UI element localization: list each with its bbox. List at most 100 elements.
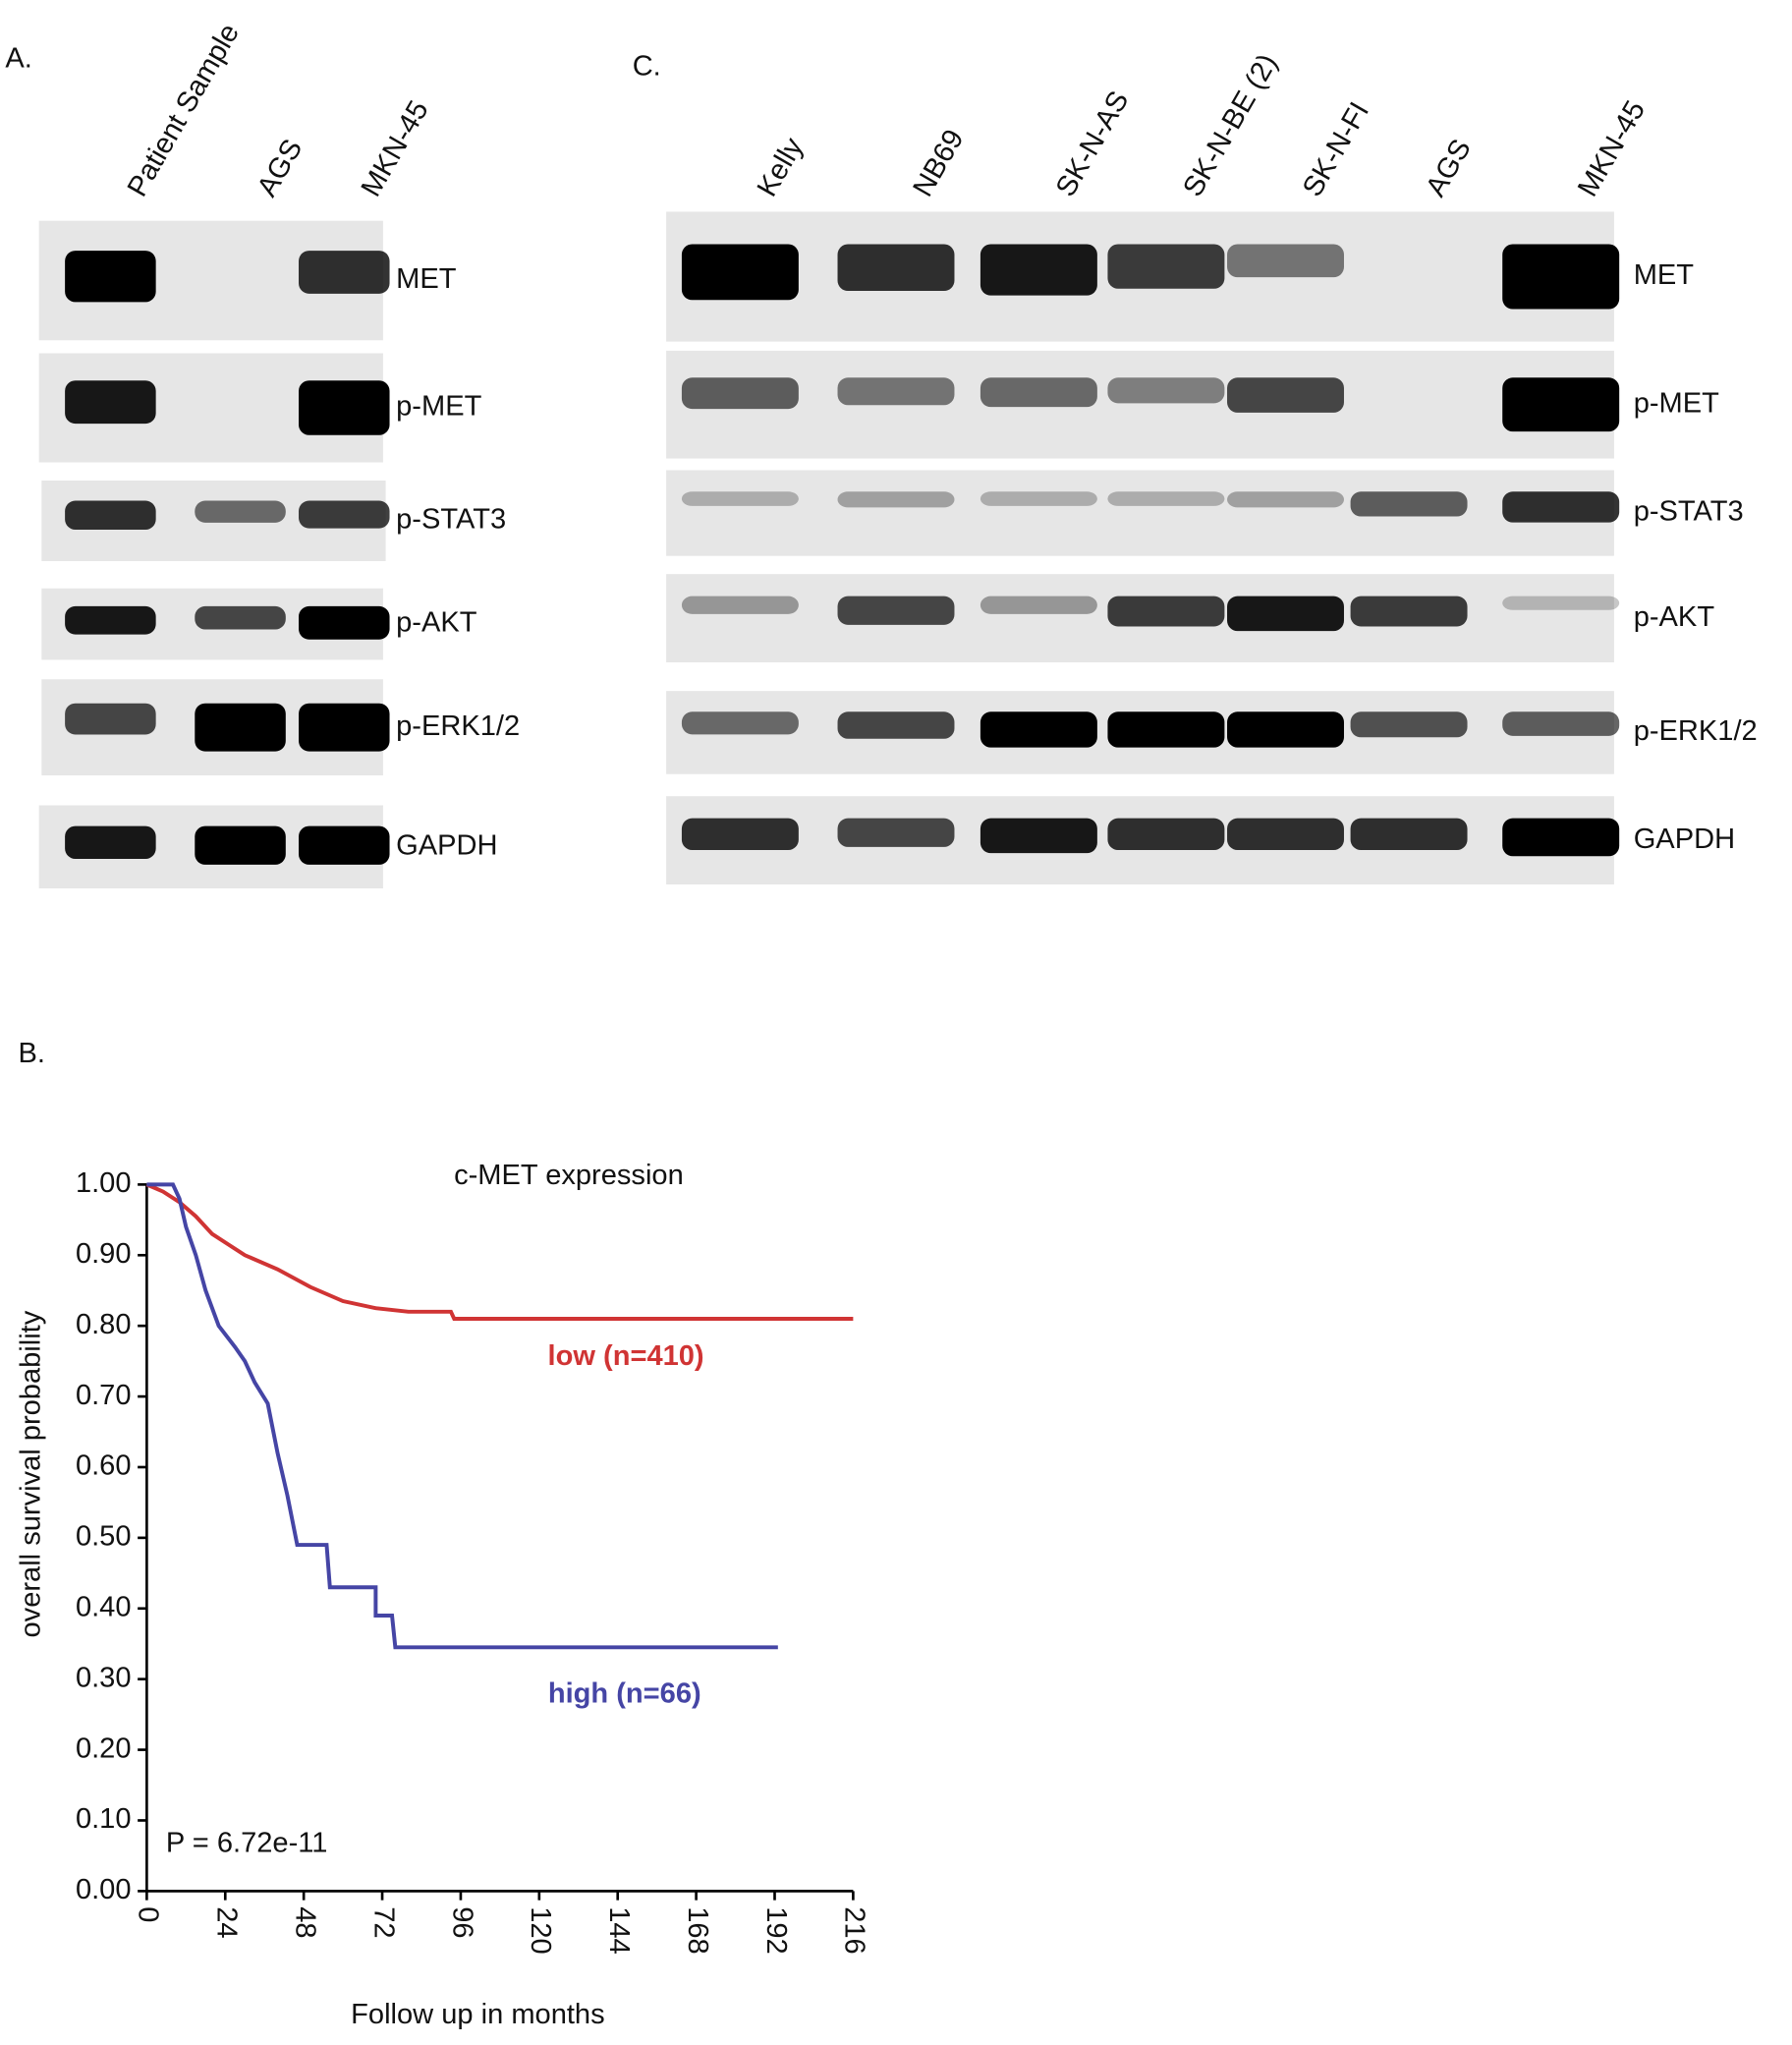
blot-band <box>299 825 390 865</box>
blot-band <box>299 605 390 640</box>
row-label: GAPDH <box>1634 824 1735 855</box>
blot-band <box>299 380 390 435</box>
blot-band <box>837 818 955 847</box>
blot-band <box>1350 818 1468 851</box>
blot-band <box>837 711 955 739</box>
lane-label: Patient Sample <box>122 19 246 202</box>
blot-band <box>1227 377 1344 413</box>
blot-band <box>1350 491 1468 517</box>
x-tick-label: 24 <box>211 1906 243 1938</box>
blot-band <box>299 500 390 529</box>
row-label: p-STAT3 <box>1634 496 1744 528</box>
blot-band <box>195 605 286 630</box>
y-tick-label: 0.30 <box>76 1662 132 1693</box>
blot-band <box>980 244 1097 296</box>
p-value: P = 6.72e-11 <box>166 1827 328 1858</box>
chart-title: c-MET expression <box>454 1160 684 1191</box>
blot-band <box>681 818 799 851</box>
blot-band <box>195 703 286 752</box>
blot-band <box>1502 244 1620 310</box>
blot-band <box>837 596 955 625</box>
blot-band <box>1502 491 1620 523</box>
survival-curve <box>146 1182 778 1650</box>
blot-band <box>1107 491 1225 506</box>
y-tick-label: 0.90 <box>76 1238 132 1270</box>
row-label: GAPDH <box>396 829 497 861</box>
blot-band <box>980 818 1097 854</box>
y-tick-label: 0.10 <box>76 1803 132 1835</box>
blot-band <box>65 380 156 425</box>
blot-band <box>1107 711 1225 748</box>
blot-band <box>1107 818 1225 851</box>
blot-band <box>299 251 390 294</box>
lane-label: AGS <box>1420 134 1477 201</box>
row-label: p-MET <box>396 391 481 423</box>
blot-band <box>681 711 799 735</box>
lane-label: SK-N-BE (2) <box>1177 49 1283 202</box>
panel-label: A. <box>5 42 31 74</box>
blot-band <box>681 491 799 506</box>
panel-label: B. <box>19 1038 45 1069</box>
x-tick-label: 120 <box>525 1906 556 1954</box>
blot-band <box>1107 244 1225 289</box>
blot-band <box>195 825 286 865</box>
blot-band <box>65 703 156 735</box>
x-tick-label: 216 <box>839 1906 870 1954</box>
blot-band <box>65 605 156 635</box>
row-label: p-ERK1/2 <box>1634 715 1758 747</box>
row-label: p-AKT <box>1634 601 1715 633</box>
lane-label: SK-N-AS <box>1050 85 1136 201</box>
series-label: high (n=66) <box>548 1677 701 1709</box>
x-tick-label: 144 <box>603 1906 635 1954</box>
blot-band <box>1502 711 1620 736</box>
panel-label: C. <box>633 50 661 82</box>
lane-label: Kelly <box>752 133 810 202</box>
blot-band <box>1227 596 1344 632</box>
x-tick-label: 96 <box>446 1906 477 1938</box>
blot-band <box>1350 711 1468 738</box>
blot-band <box>65 825 156 860</box>
blot-band <box>1227 711 1344 748</box>
y-tick-label: 0.80 <box>76 1309 132 1340</box>
blot-band <box>980 711 1097 748</box>
blot-band <box>1350 596 1468 627</box>
blot-band <box>980 596 1097 614</box>
blot-band <box>1502 596 1620 610</box>
blot-band <box>1227 818 1344 851</box>
row-label: p-ERK1/2 <box>396 710 520 742</box>
survival-curve <box>145 1182 854 1321</box>
blot-band <box>1107 596 1225 627</box>
lane-label: MKN-45 <box>356 95 435 201</box>
x-tick-label: 72 <box>367 1906 399 1938</box>
y-tick-label: 0.40 <box>76 1591 132 1622</box>
blot-strip <box>666 350 1614 459</box>
y-tick-label: 0.20 <box>76 1733 132 1764</box>
blot-band <box>1502 377 1620 432</box>
blot-band <box>681 244 799 301</box>
blot-band <box>1107 377 1225 404</box>
blot-band <box>681 596 799 614</box>
lane-label: NB69 <box>907 125 970 202</box>
y-tick-label: 1.00 <box>76 1167 132 1199</box>
row-label: p-AKT <box>396 607 477 639</box>
blot-band <box>299 703 390 752</box>
x-tick-label: 0 <box>133 1906 164 1922</box>
x-tick-label: 48 <box>289 1906 320 1938</box>
lane-label: MKN-45 <box>1572 95 1652 201</box>
row-label: MET <box>396 263 457 295</box>
y-tick-label: 0.60 <box>76 1450 132 1482</box>
blot-band <box>1502 818 1620 857</box>
blot-band <box>65 251 156 303</box>
blot-band <box>837 491 955 508</box>
y-axis-label: overall survival probability <box>16 1310 47 1637</box>
y-tick-label: 0.50 <box>76 1521 132 1553</box>
lane-label: AGS <box>252 134 308 201</box>
row-label: p-MET <box>1634 387 1719 419</box>
x-tick-label: 192 <box>760 1906 792 1954</box>
series-label: low (n=410) <box>548 1340 704 1372</box>
row-label: p-STAT3 <box>396 504 506 536</box>
blot-band <box>1227 491 1344 508</box>
blot-band <box>681 377 799 410</box>
y-tick-label: 0.00 <box>76 1874 132 1905</box>
